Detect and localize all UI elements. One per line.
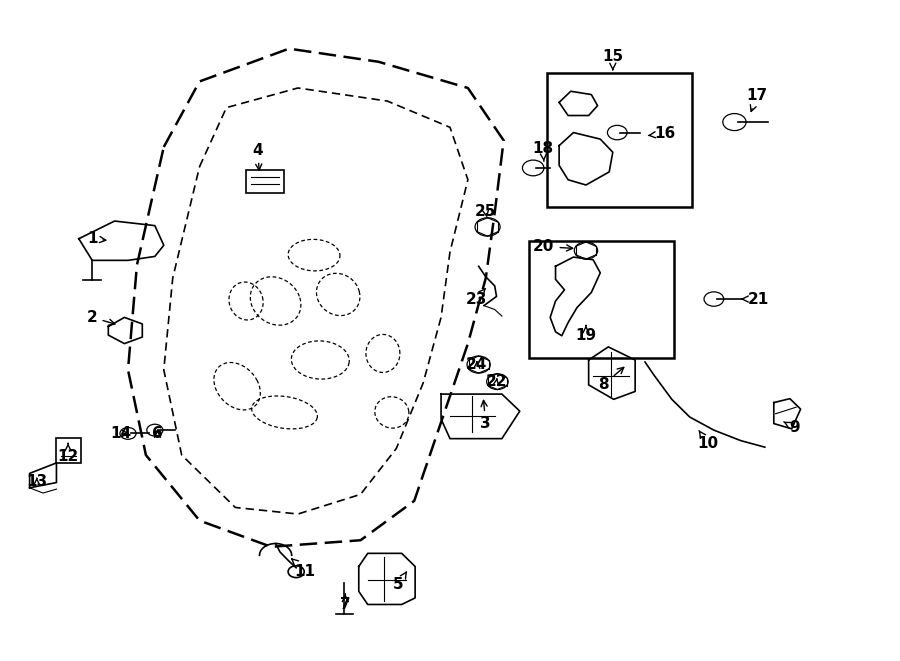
Bar (546, 73, 691, 208)
Text: 4: 4 (252, 143, 263, 170)
Text: 10: 10 (697, 430, 718, 451)
Text: 11: 11 (292, 559, 316, 578)
Text: 23: 23 (466, 289, 488, 307)
Bar (246, 170, 284, 193)
Text: 9: 9 (784, 420, 800, 435)
Bar (57, 438, 82, 463)
Text: 5: 5 (392, 572, 407, 592)
Text: 14: 14 (111, 426, 131, 441)
Text: 17: 17 (746, 89, 768, 112)
Text: 13: 13 (26, 474, 48, 488)
Text: 22: 22 (486, 374, 508, 389)
Text: 8: 8 (598, 368, 624, 392)
Text: 3: 3 (481, 401, 491, 431)
Bar (528, 241, 673, 358)
Text: 24: 24 (466, 357, 488, 372)
Text: 7: 7 (340, 594, 351, 612)
Text: 25: 25 (475, 204, 497, 219)
Text: 19: 19 (575, 325, 597, 343)
Text: 16: 16 (648, 126, 675, 141)
Text: 15: 15 (602, 49, 624, 70)
Text: 2: 2 (86, 310, 115, 325)
Text: 12: 12 (58, 444, 78, 464)
Text: 21: 21 (742, 292, 769, 307)
Text: 18: 18 (533, 141, 554, 161)
Text: 1: 1 (87, 231, 106, 247)
Text: 6: 6 (152, 426, 163, 441)
Text: 20: 20 (533, 239, 572, 254)
